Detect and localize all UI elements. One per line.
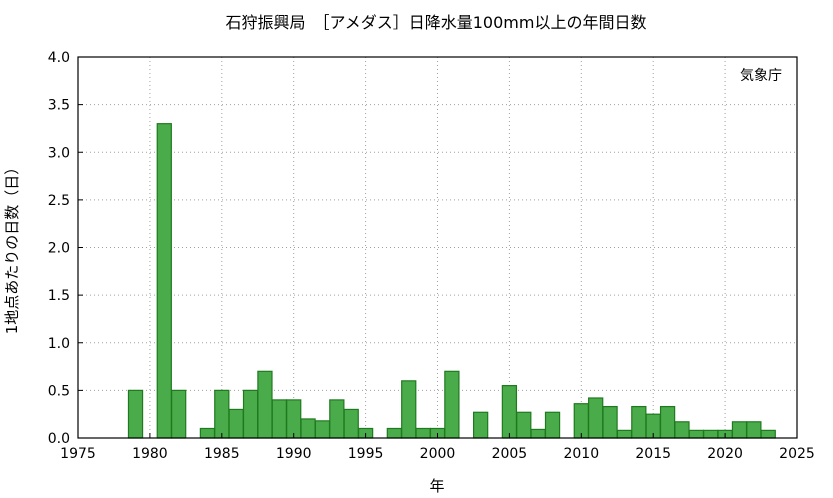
bars bbox=[127, 123, 776, 439]
x-tick-label: 1975 bbox=[60, 446, 96, 462]
x-tick-label: 2025 bbox=[779, 446, 815, 462]
bar-1986 bbox=[228, 408, 244, 439]
bar-1989 bbox=[271, 399, 287, 439]
y-tick-label: 4.0 bbox=[48, 50, 70, 66]
bar-2017 bbox=[674, 421, 690, 439]
bar-1997 bbox=[386, 427, 403, 439]
x-tick-label: 2015 bbox=[635, 446, 671, 462]
bar-2006 bbox=[516, 411, 532, 439]
bar-2007 bbox=[530, 428, 546, 439]
y-tick-label: 0.0 bbox=[48, 431, 70, 447]
bar-1981 bbox=[156, 123, 172, 439]
bar-1982 bbox=[171, 389, 187, 439]
bar-1988 bbox=[257, 370, 273, 439]
bar-2003 bbox=[472, 411, 489, 439]
x-tick-label: 1990 bbox=[276, 446, 312, 462]
bar-1984 bbox=[199, 427, 216, 439]
x-tick-label: 1980 bbox=[132, 446, 168, 462]
bar-2011 bbox=[588, 397, 604, 439]
chart-annotation: 気象庁 bbox=[740, 68, 782, 84]
bar-2014 bbox=[631, 405, 647, 439]
bar-1994 bbox=[343, 408, 359, 439]
y-tick-label: 3.5 bbox=[48, 98, 70, 114]
bar-1985 bbox=[214, 389, 230, 439]
bar-1999 bbox=[415, 427, 431, 439]
x-tick-label: 1995 bbox=[348, 446, 384, 462]
bar-1992 bbox=[314, 420, 331, 439]
bar-1998 bbox=[401, 380, 417, 439]
plot-frame bbox=[77, 56, 798, 439]
y-tick-label: 2.0 bbox=[48, 241, 70, 257]
x-tick-label: 2000 bbox=[420, 446, 456, 462]
bar-2016 bbox=[659, 405, 676, 439]
bar-1991 bbox=[300, 418, 316, 439]
bar-2021 bbox=[731, 421, 748, 439]
bar-2001 bbox=[444, 370, 460, 439]
bar-2012 bbox=[602, 405, 618, 439]
bar-1979 bbox=[127, 389, 144, 439]
bar-2022 bbox=[746, 421, 762, 439]
x-tick-label: 2005 bbox=[492, 446, 528, 462]
x-tick-label: 2010 bbox=[563, 446, 599, 462]
bar-2010 bbox=[573, 403, 589, 439]
y-tick-label: 2.5 bbox=[48, 193, 70, 209]
bar-2019 bbox=[703, 429, 719, 439]
x-axis-label: 年 bbox=[429, 477, 444, 495]
bar-2008 bbox=[544, 411, 561, 439]
bar-1990 bbox=[286, 399, 302, 439]
x-tick-label: 2020 bbox=[707, 446, 743, 462]
y-tick-label: 1.5 bbox=[48, 288, 70, 304]
x-tick-label: 1985 bbox=[204, 446, 240, 462]
bar-1993 bbox=[329, 399, 345, 439]
grid bbox=[78, 57, 797, 438]
axis-ticks: 1975 1980 1985 1990 1995 2000 2005 2010 2015 2020… bbox=[48, 50, 815, 462]
bar-2018 bbox=[688, 429, 704, 439]
y-tick-label: 1.0 bbox=[48, 336, 70, 352]
y-tick-label: 3.0 bbox=[48, 145, 70, 161]
y-tick-label: 0.5 bbox=[48, 383, 70, 399]
bar-2013 bbox=[616, 429, 633, 439]
bar-1987 bbox=[242, 389, 259, 439]
bar-2023 bbox=[760, 429, 776, 439]
y-axis-label: 1地点あたりの日数（日） bbox=[3, 160, 21, 335]
bar-2005 bbox=[501, 385, 518, 439]
chart-title: 石狩振興局 ［アメダス］日降水量100mm以上の年間日数 bbox=[226, 13, 647, 32]
